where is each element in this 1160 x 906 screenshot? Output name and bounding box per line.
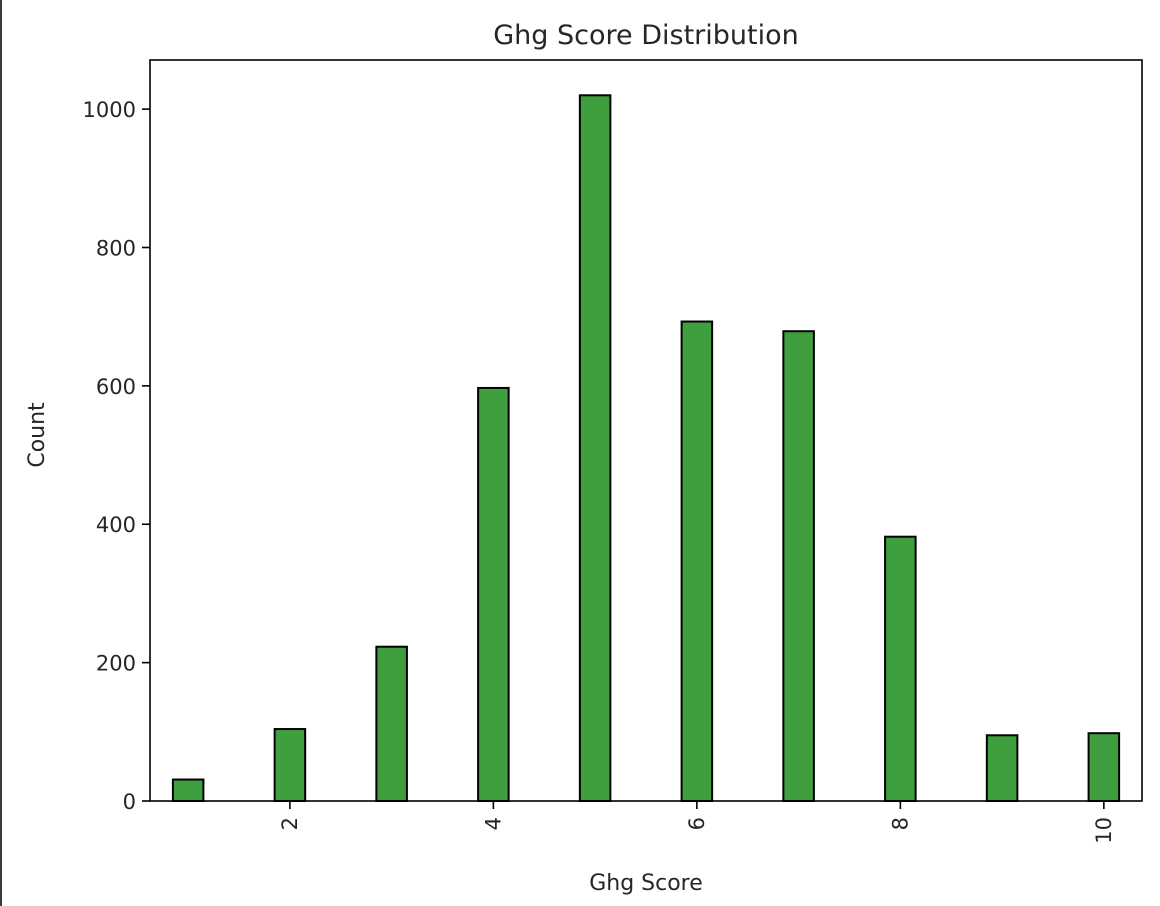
bar-score-5 [578,94,612,803]
x-tick-label: 6 [685,817,709,830]
plot-area-frame [149,59,1143,802]
y-tick-label: 200 [96,652,136,676]
x-tick-label: 8 [888,817,912,830]
x-axis: 2 4 6 8 10 [278,801,1116,844]
x-tick-label: 10 [1092,817,1116,844]
chart-title: Ghg Score Distribution [493,20,798,51]
bar-score-8 [884,535,917,802]
y-tick-label: 1000 [83,98,136,122]
bar-score-3 [375,645,408,802]
bar-score-1 [171,778,205,802]
y-axis: 0 200 400 600 800 1000 [83,98,150,814]
y-tick-label: 0 [123,790,136,814]
bar-score-7 [782,330,815,802]
bar-score-9 [985,734,1019,803]
y-axis-label: Count [25,402,50,468]
y-tick-label: 800 [96,236,136,260]
bars-group [171,94,1121,803]
x-axis-label: Ghg Score [589,871,703,896]
y-tick-label: 600 [96,375,136,399]
x-tick-label: 2 [278,817,302,830]
bar-score-4 [477,386,510,802]
x-tick-label: 4 [481,817,505,830]
bar-score-6 [680,320,714,802]
y-tick-label: 400 [96,513,136,537]
bar-score-2 [273,728,307,802]
bar-score-10 [1087,732,1121,803]
window-edge [0,0,2,906]
